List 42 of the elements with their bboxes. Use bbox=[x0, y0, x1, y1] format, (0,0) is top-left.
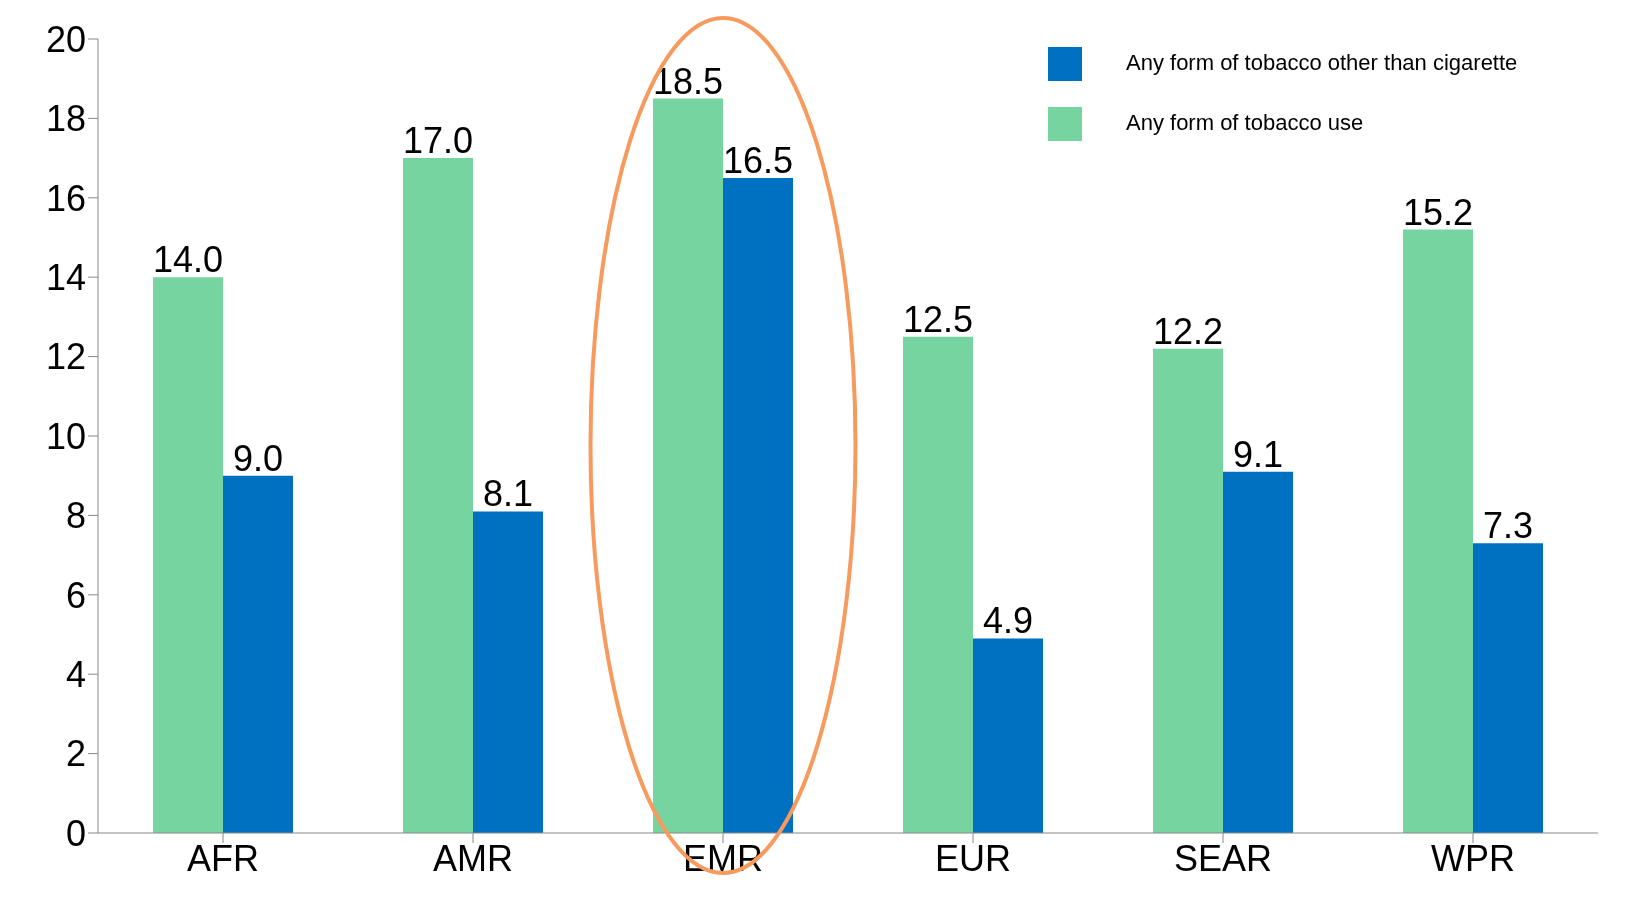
bar bbox=[973, 638, 1043, 833]
data-label: 16.5 bbox=[722, 139, 794, 181]
bar bbox=[1153, 348, 1223, 833]
y-tick-label: 2 bbox=[65, 733, 86, 775]
y-tick-label: 18 bbox=[45, 98, 86, 140]
data-label: 17.0 bbox=[402, 120, 474, 162]
data-label: 18.5 bbox=[652, 60, 724, 102]
data-label: 4.9 bbox=[982, 600, 1034, 642]
y-tick-label: 14 bbox=[45, 256, 86, 298]
y-tick-label: 6 bbox=[65, 574, 86, 616]
x-tick-label: SEAR bbox=[1173, 837, 1273, 879]
data-label: 14.0 bbox=[152, 239, 224, 281]
bar bbox=[473, 511, 543, 833]
x-tick-label: EUR bbox=[934, 837, 1012, 879]
legend-label: Any form of tobacco use bbox=[1126, 110, 1364, 135]
y-tick-label: 16 bbox=[45, 177, 86, 219]
y-tick-label: 8 bbox=[65, 495, 86, 537]
y-tick-label: 20 bbox=[45, 18, 86, 60]
data-label: 9.0 bbox=[232, 437, 284, 479]
y-tick-label: 4 bbox=[65, 653, 86, 695]
data-label: 8.1 bbox=[482, 473, 534, 515]
bar bbox=[723, 177, 793, 833]
data-label: 12.2 bbox=[1152, 310, 1224, 352]
legend-label: Any form of tobacco other than cigarette bbox=[1126, 50, 1518, 75]
bar bbox=[653, 98, 723, 833]
x-tick-label: WPR bbox=[1431, 837, 1515, 879]
x-tick-label: AFR bbox=[187, 837, 259, 879]
bar bbox=[223, 475, 293, 833]
y-tick-label: 10 bbox=[45, 415, 86, 457]
data-label: 12.5 bbox=[902, 298, 974, 340]
bar bbox=[903, 336, 973, 833]
y-tick-label: 12 bbox=[45, 336, 86, 378]
bar bbox=[1473, 543, 1543, 833]
data-label: 9.1 bbox=[1232, 433, 1284, 475]
data-label: 7.3 bbox=[1482, 505, 1534, 547]
bar bbox=[1403, 229, 1473, 833]
data-label: 15.2 bbox=[1402, 191, 1474, 233]
bar bbox=[1223, 471, 1293, 833]
bar bbox=[403, 158, 473, 833]
x-tick-label: AMR bbox=[433, 837, 513, 879]
bar bbox=[153, 277, 223, 833]
y-tick-label: 0 bbox=[65, 812, 86, 854]
